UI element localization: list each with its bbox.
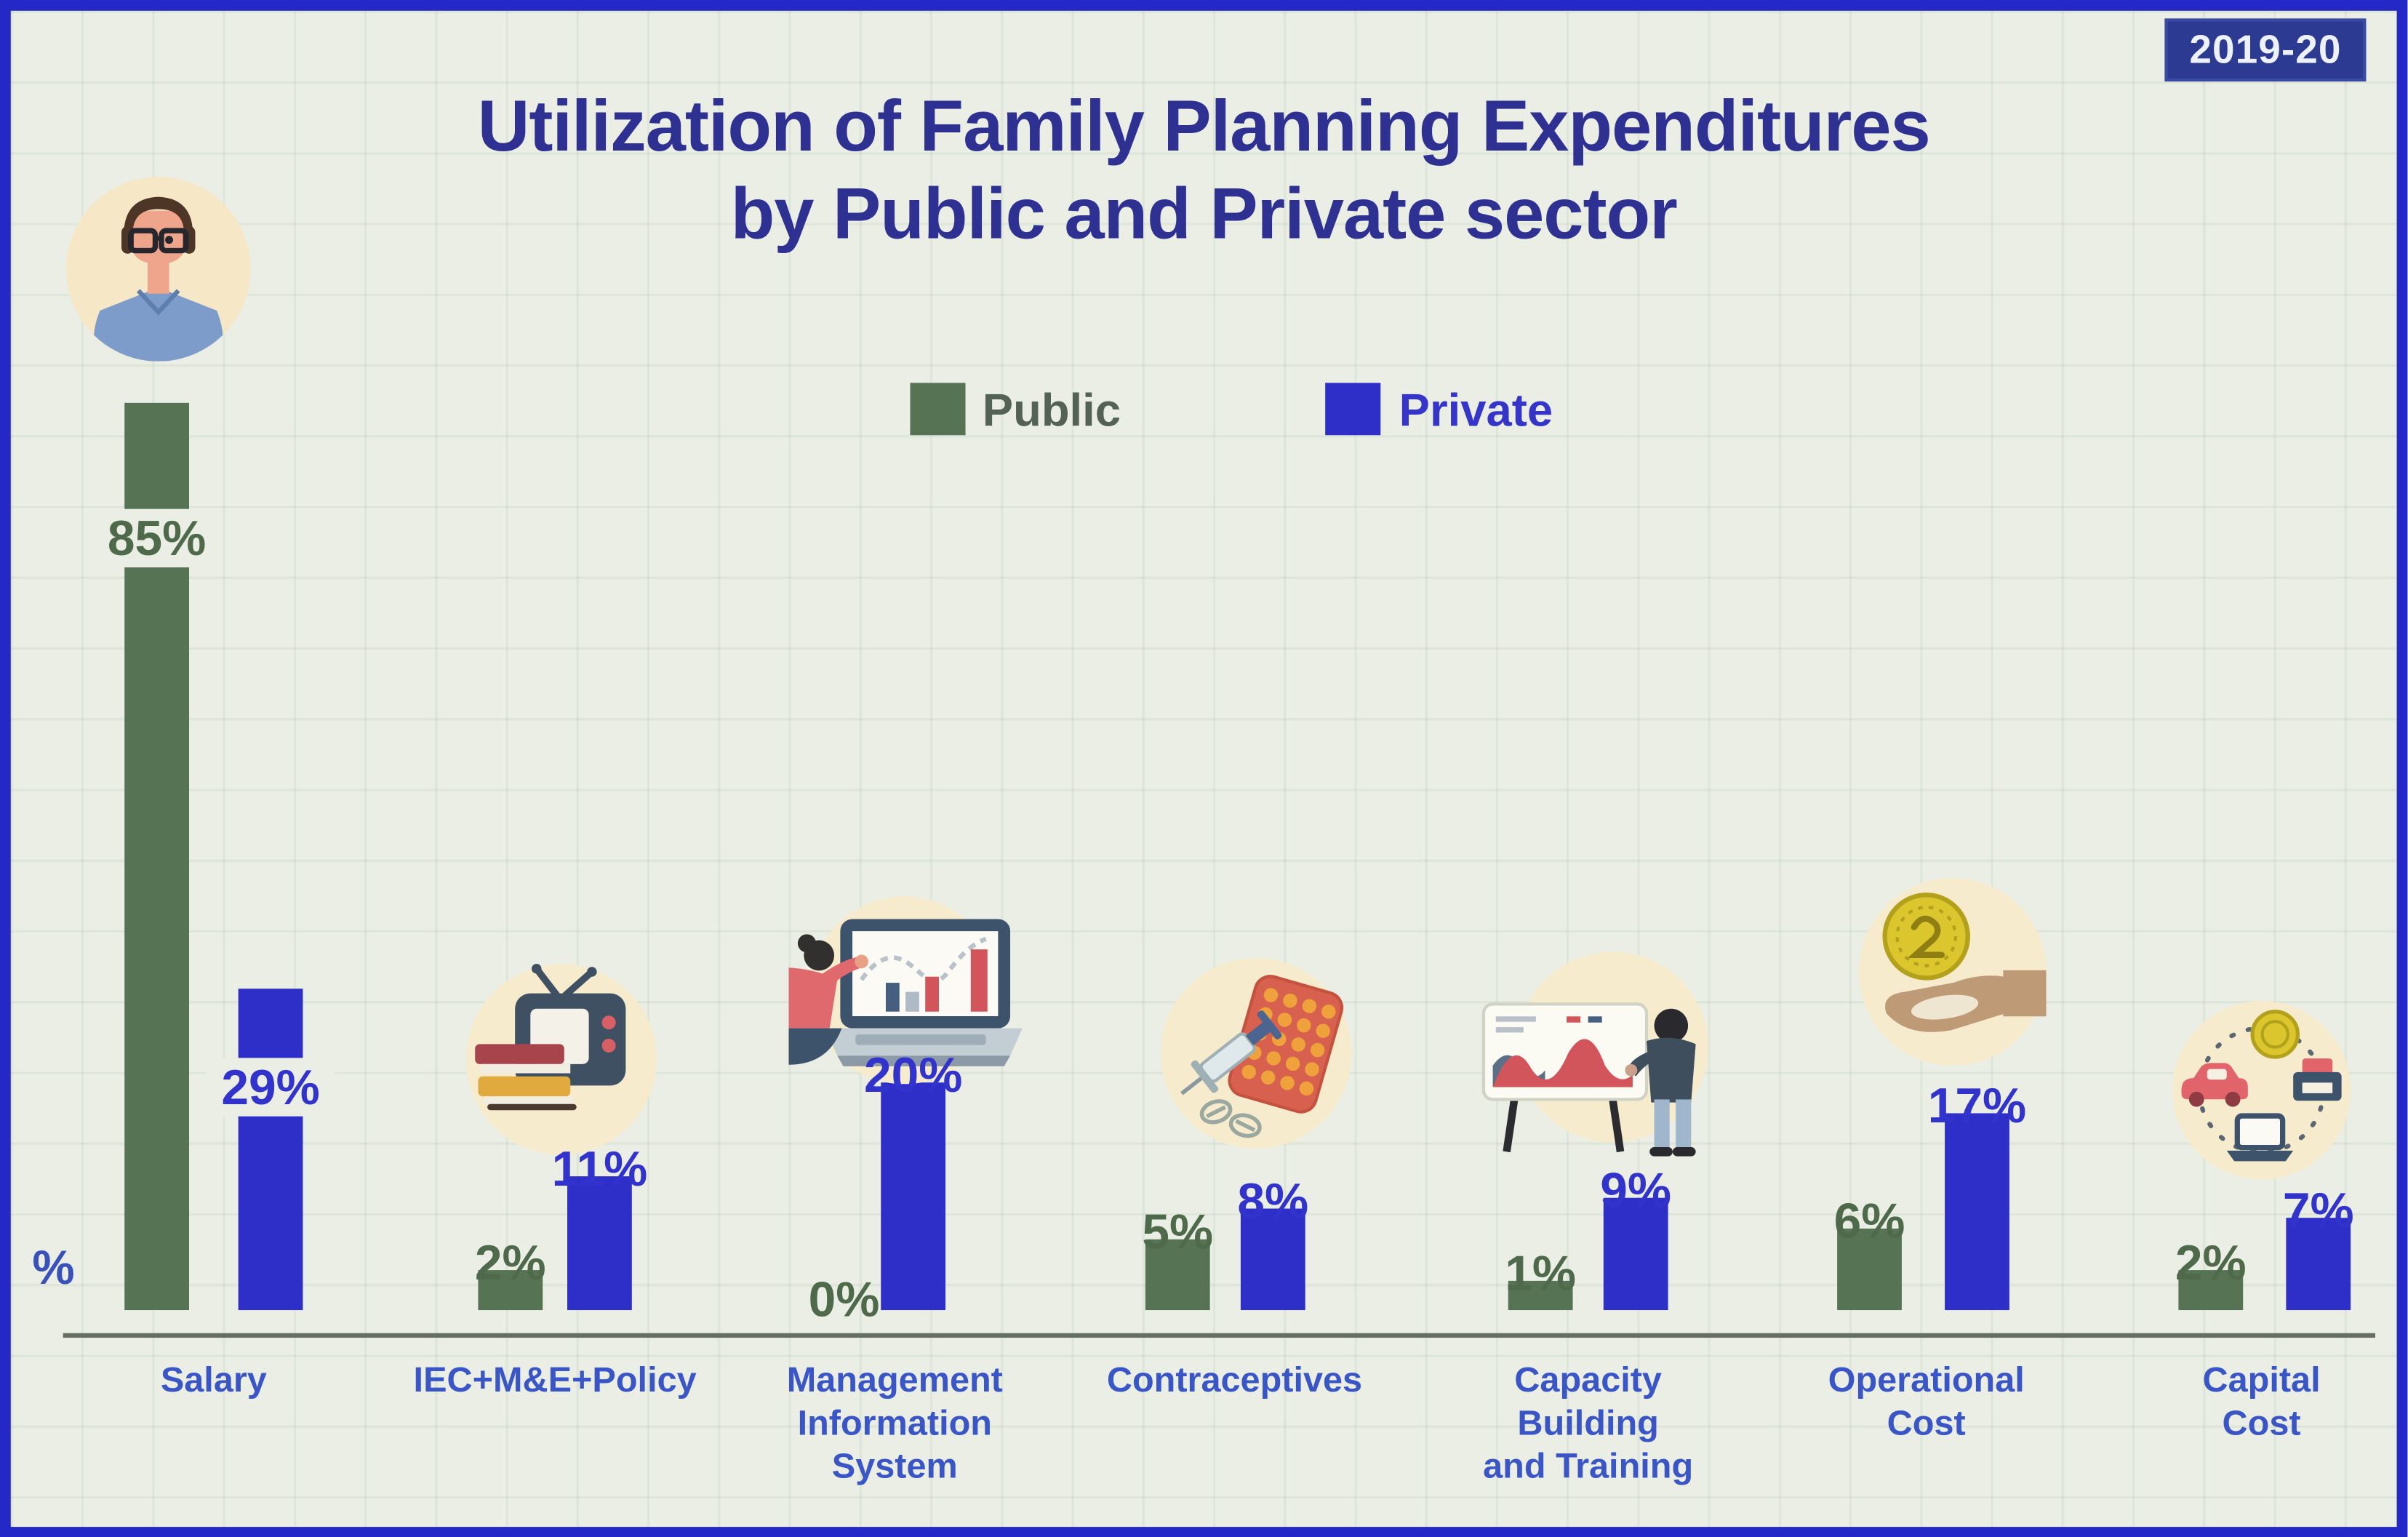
training-whiteboard-icon [1481, 1002, 1696, 1157]
legend-public-label: Public [982, 386, 1121, 437]
bar-private-operational-cost [1945, 1113, 2009, 1311]
value-label-public-capacity-building: 1% [1505, 1245, 1577, 1301]
value-label-private-mis: 20% [863, 1047, 963, 1103]
bar-public-capital-cost [2178, 1270, 2244, 1311]
category-label-salary: Salary [160, 1359, 267, 1400]
hand-coin-icon [1882, 893, 2047, 1032]
value-label-public-capital-cost: 2% [2175, 1234, 2247, 1290]
bar-private-capital-cost [2286, 1218, 2351, 1311]
year-badge: 2019-20 [2164, 18, 2367, 82]
legend-public-swatch [910, 383, 966, 436]
bar-chart: 85% 29% Salary 2% 11% IEC+M&E+Policy 0% 20% Mana… [11, 11, 2397, 1527]
person-avatar-icon [65, 177, 251, 362]
value-label-public-iec-me-policy: 2% [474, 1234, 546, 1290]
bar-public-contraceptives [1145, 1239, 1210, 1311]
category-label-mis: Management Information System [786, 1359, 1003, 1486]
value-label-public-contraceptives: 5% [1142, 1204, 1214, 1260]
value-label-public-operational-cost: 6% [1833, 1193, 1905, 1249]
category-label-capacity-building: Capacity Building and Training [1483, 1359, 1694, 1486]
x-axis-line [63, 1333, 2375, 1338]
legend-private-swatch [1325, 383, 1381, 436]
category-label-contraceptives: Contraceptives [1106, 1359, 1363, 1400]
bar-private-capacity-building [1603, 1197, 1668, 1311]
category-label-iec-me-policy: IEC+M&E+Policy [413, 1359, 697, 1400]
bar-private-mis [881, 1082, 946, 1311]
value-label-public-salary: 85% [92, 508, 222, 568]
chart-title-line-2: by Public and Private sector [730, 172, 1678, 254]
chart-title: Utilization of Family Planning Expenditu… [11, 81, 2397, 257]
assets-cycle-icon [2181, 1010, 2342, 1162]
category-label-capital-cost: Capital Cost [2202, 1359, 2321, 1442]
y-axis-unit-label: % [32, 1240, 75, 1295]
syringe-pills-icon [1180, 975, 1344, 1138]
bar-public-operational-cost [1837, 1229, 1902, 1311]
bar-private-contraceptives [1240, 1208, 1305, 1311]
value-label-private-capital-cost: 7% [2282, 1182, 2354, 1238]
value-label-private-operational-cost: 17% [1927, 1077, 2027, 1133]
bar-public-capacity-building [1508, 1280, 1573, 1311]
tv-books-icon [475, 963, 626, 1111]
value-label-private-iec-me-policy: 11% [551, 1141, 648, 1197]
value-label-private-salary: 29% [206, 1058, 335, 1117]
bar-private-salary [238, 989, 303, 1311]
category-label-operational-cost: Operational Cost [1828, 1359, 2025, 1442]
value-label-public-mis: 0% [808, 1271, 880, 1328]
value-label-private-contraceptives: 8% [1237, 1173, 1309, 1229]
bar-private-iec-me-policy [567, 1176, 632, 1311]
laptop-presentation-icon [788, 919, 1023, 1066]
value-label-private-capacity-building: 9% [1600, 1162, 1672, 1218]
legend-private-label: Private [1399, 386, 1553, 437]
bar-public-iec-me-policy [478, 1270, 543, 1311]
chart-title-line-1: Utilization of Family Planning Expenditu… [477, 84, 1931, 167]
